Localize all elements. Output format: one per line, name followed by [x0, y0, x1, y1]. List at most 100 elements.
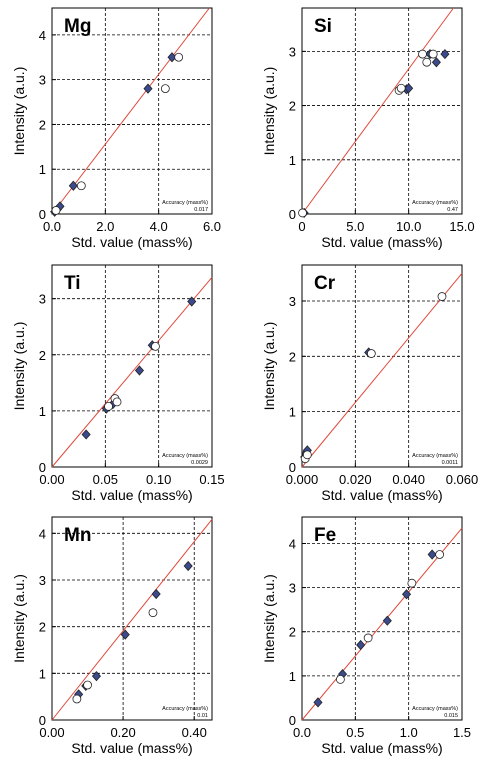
circle-point [422, 57, 432, 67]
panel: 0.0 2.0 4.0 6.0 0 1 2 3 4 Mg Accuracy (mass%)0.017… [11, 7, 221, 250]
annotation-label: Accuracy (mass%) [412, 453, 458, 459]
annotation-label: Accuracy (mass%) [162, 453, 208, 459]
x-tick-label: 2.0 [96, 219, 114, 234]
circle-point [396, 83, 406, 93]
x-tick-label: 10.0 [396, 219, 421, 234]
x-tick-label: 0 [298, 219, 305, 234]
circle-point [160, 84, 170, 94]
y-tick-label: 0 [289, 207, 296, 222]
fit-line [301, 272, 463, 468]
x-tick-label: 0.05 [93, 472, 118, 487]
y-axis-label: Intensity (a.u.) [11, 574, 27, 663]
x-tick-label: 0.40 [182, 725, 207, 740]
y-tick-label: 2 [39, 348, 46, 363]
x-axis-label: Std. value (mass%) [321, 740, 442, 756]
y-axis-label: Intensity (a.u.) [261, 67, 277, 156]
x-tick-label: 0.10 [146, 472, 171, 487]
diamond-point [313, 697, 323, 708]
y-tick-label: 2 [39, 620, 46, 635]
y-tick-label: 3 [289, 581, 296, 596]
y-tick-label: 3 [289, 294, 296, 309]
y-tick-label: 1 [39, 162, 46, 177]
diamond-point [68, 180, 78, 191]
x-tick-label: 4.0 [150, 219, 168, 234]
panel-title: Mg [64, 16, 91, 37]
y-tick-label: 4 [39, 28, 46, 43]
x-tick-label: 0.060 [446, 472, 479, 487]
panel-title: Ti [64, 273, 81, 294]
circle-point [437, 292, 447, 301]
y-tick-label: 1 [39, 666, 46, 681]
y-axis-label: Intensity (a.u.) [11, 67, 27, 156]
x-tick-label: 0.00 [39, 725, 64, 740]
y-tick-label: 0 [289, 713, 296, 728]
y-tick-label: 0 [39, 713, 46, 728]
x-tick-label: 15.0 [449, 219, 474, 234]
panel: 0 5.0 10.0 15.0 0 1 2 3 Si Accuracy (mass%)0.47 St… [261, 7, 475, 250]
panel: 0.00 0.20 0.40 0 1 2 3 4 Mn Accuracy (mass%)0.01 S… [11, 516, 213, 756]
y-tick-label: 2 [39, 117, 46, 132]
circle-point [76, 181, 86, 191]
x-tick-label: 0.0 [43, 219, 61, 234]
diamond-point [427, 549, 437, 560]
x-tick-label: 0.000 [286, 472, 319, 487]
x-tick-label: 5.0 [346, 219, 364, 234]
x-axis-label: Std. value (mass%) [71, 234, 192, 250]
y-tick-label: 0 [39, 460, 46, 475]
x-tick-label: 6.0 [203, 219, 221, 234]
plot-frame [51, 264, 213, 468]
circle-point [407, 578, 417, 588]
circle-point [418, 49, 427, 59]
x-tick-label: 0.20 [110, 725, 135, 740]
panel: 0.00 0.05 0.10 0.15 0 1 2 3 Ti Accuracy (mass%)0.… [11, 264, 225, 503]
circle-point [366, 349, 376, 358]
annotation-label: Accuracy (mass%) [412, 706, 458, 712]
y-tick-label: 3 [39, 73, 46, 88]
panel: 0.000 0.020 0.040 0.060 0 1 2 3 Cr Accuracy (mass… [261, 264, 479, 503]
circle-point [363, 633, 373, 643]
circle-point [298, 208, 307, 218]
x-tick-label: 0.0 [293, 725, 311, 740]
annotation-value: 0.01 [197, 713, 208, 719]
x-axis-label: Std. value (mass%) [71, 487, 192, 503]
circle-point [51, 206, 61, 215]
diamond-point [382, 615, 392, 626]
x-tick-label: 1.5 [453, 725, 471, 740]
diamond-point [183, 560, 193, 572]
circle-point [151, 341, 160, 351]
fit-line [51, 7, 210, 215]
y-axis-label: Intensity (a.u.) [261, 574, 277, 663]
circle-point [83, 680, 92, 690]
panel-title: Si [314, 16, 332, 37]
circle-point [112, 397, 122, 407]
annotation-label: Accuracy (mass%) [162, 200, 208, 206]
diamond-point [187, 296, 197, 307]
y-tick-label: 3 [39, 292, 46, 307]
x-tick-label: 1.0 [400, 725, 418, 740]
y-tick-label: 1 [289, 405, 296, 420]
panel-title: Cr [314, 273, 336, 294]
annotation-value: 0.47 [447, 207, 458, 213]
annotation-value: 0.0011 [442, 460, 458, 466]
y-tick-label: 3 [39, 573, 46, 588]
annotation-value: 0.017 [194, 207, 208, 213]
diamond-point [134, 365, 145, 376]
plot-frame [301, 7, 463, 215]
x-tick-label: 0.040 [392, 472, 425, 487]
x-tick-label: 0.00 [39, 472, 64, 487]
circle-point [302, 450, 312, 460]
y-tick-label: 4 [39, 526, 46, 541]
circle-point [104, 401, 113, 411]
plot-frame [301, 264, 463, 468]
y-axis-label: Intensity (a.u.) [11, 322, 27, 411]
y-tick-label: 0 [289, 460, 296, 475]
diamond-point [440, 48, 450, 60]
x-axis-label: Std. value (mass%) [321, 487, 442, 503]
fit-line [51, 277, 213, 468]
plot-frame [301, 516, 463, 721]
circle-point [72, 694, 82, 704]
diamond-point [431, 57, 441, 68]
diamond-point [81, 429, 91, 440]
diamond-point [120, 629, 130, 640]
panel-title: Fe [314, 525, 336, 546]
